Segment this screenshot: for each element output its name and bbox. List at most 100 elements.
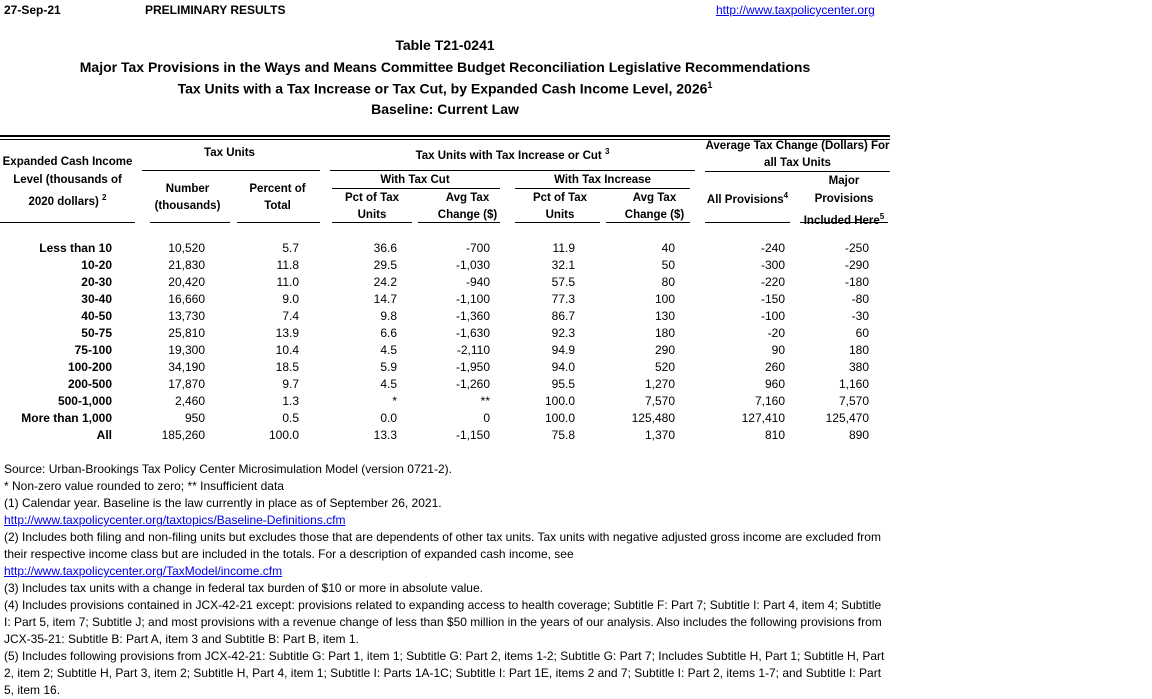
table-row: Less than 10 10,520 5.7 36.6 -700 11.9 40 -240 -…: [0, 240, 890, 257]
value-cell: 13.3: [373, 428, 397, 442]
value-cell: 40: [661, 241, 675, 255]
value-cell: 77.3: [551, 292, 575, 306]
value-cell: 94.9: [551, 343, 575, 357]
table-row: More than 1,000 950 0.5 0.0 0 100.0 125,480 127…: [0, 410, 890, 427]
value-cell: 4.5: [380, 343, 397, 357]
value-cell: 9.8: [380, 309, 397, 323]
value-cell: 19,300: [168, 343, 205, 357]
value-cell: 7.4: [282, 309, 299, 323]
value-cell: -1,360: [455, 309, 490, 323]
header-line: Avg Tax: [632, 192, 677, 204]
table-row: 30-40 16,660 9.0 14.7 -1,100 77.3 100 -150 -80: [0, 291, 890, 308]
value-cell: -100: [760, 309, 785, 323]
with-tax-cut-header: With Tax Cut: [380, 174, 450, 186]
income-level-cell: 50-75: [81, 326, 112, 340]
value-cell: 11.8: [276, 258, 299, 272]
value-cell: 2,460: [174, 394, 205, 408]
value-cell: 24.2: [373, 275, 397, 289]
value-cell: -2,110: [456, 343, 490, 357]
header-line: Avg Tax: [445, 192, 490, 204]
value-cell: 290: [654, 343, 675, 357]
value-cell: 960: [764, 377, 785, 391]
footnote-1: (1) Calendar year. Baseline is the law c…: [4, 496, 442, 510]
header-line: Included Here: [803, 214, 880, 227]
header-line: Change ($): [624, 209, 685, 221]
value-cell: -30: [851, 309, 869, 323]
source-note: Source: Urban-Brookings Tax Policy Cente…: [4, 462, 452, 476]
income-level-cell: 100-200: [67, 360, 112, 374]
value-cell: -300: [760, 258, 785, 272]
value-cell: 92.3: [551, 326, 575, 340]
income-level-cell: 40-50: [81, 309, 112, 323]
value-cell: -700: [465, 241, 490, 255]
value-cell: -80: [851, 292, 869, 306]
value-cell: 7,570: [838, 394, 869, 408]
value-cell: *: [392, 394, 397, 408]
value-cell: -1,100: [455, 292, 490, 306]
header-line: Pct of Tax: [532, 192, 588, 204]
value-cell: -290: [844, 258, 869, 272]
value-cell: 10.4: [275, 343, 299, 357]
value-cell: -1,630: [455, 326, 490, 340]
header-line: 2020 dollars): [28, 195, 99, 208]
value-cell: 0: [483, 411, 490, 425]
table-row: 100-200 34,190 18.5 5.9 -1,950 94.0 520 260 380: [0, 359, 890, 376]
value-cell: 80: [661, 275, 675, 289]
value-cell: 13.9: [275, 326, 299, 340]
value-cell: 11.0: [276, 275, 299, 289]
header-line: Number: [165, 183, 210, 195]
value-cell: 1.3: [282, 394, 299, 408]
incr-avg-header: Avg Tax Change ($): [612, 190, 697, 224]
value-cell: 890: [848, 428, 869, 442]
cut-avg-header: Avg Tax Change ($): [425, 190, 510, 224]
value-cell: 5.9: [380, 360, 397, 374]
value-cell: 950: [184, 411, 205, 425]
table-row: 75-100 19,300 10.4 4.5 -2,110 94.9 290 90 180: [0, 342, 890, 359]
value-cell: 185,260: [161, 428, 205, 442]
income-level-cell: Less than 10: [39, 241, 112, 255]
header-line: Major: [828, 175, 860, 187]
value-cell: 1,160: [838, 377, 869, 391]
baseline-definitions-link[interactable]: http://www.taxpolicycenter.org/taxtopics…: [4, 513, 346, 527]
all-provisions-header: All Provisions4: [705, 191, 790, 206]
value-cell: -1,030: [455, 258, 490, 272]
incr-pct-header: Pct of Tax Units: [520, 190, 600, 224]
income-level-cell: 75-100: [74, 343, 112, 357]
income-level-cell: 20-30: [81, 275, 112, 289]
value-cell: 125,470: [825, 411, 869, 425]
table-row: 200-500 17,870 9.7 4.5 -1,260 95.5 1,270 960 1,1…: [0, 376, 890, 393]
footnote-ref: 3: [604, 147, 610, 156]
value-cell: 260: [764, 360, 785, 374]
income-level-cell: 10-20: [81, 258, 112, 272]
col-incr-cut-header: Tax Units with Tax Increase or Cut 3: [330, 147, 695, 162]
col-tax-units-header: Tax Units: [204, 147, 255, 159]
value-cell: -1,150: [455, 428, 490, 442]
value-cell: 9.7: [282, 377, 299, 391]
footnote-4: (4) Includes provisions contained in JCX…: [4, 598, 882, 646]
value-cell: 810: [764, 428, 785, 442]
value-cell: -250: [844, 241, 869, 255]
status-label: PRELIMINARY RESULTS: [145, 3, 286, 17]
value-cell: 125,480: [631, 411, 675, 425]
income-definition-link[interactable]: http://www.taxpolicycenter.org/TaxModel/…: [4, 564, 283, 578]
table-subtitle: Tax Units with a Tax Increase or Tax Cut…: [0, 80, 890, 97]
header-line: (thousands): [154, 200, 221, 212]
value-cell: 50: [661, 258, 675, 272]
value-cell: -180: [844, 275, 869, 289]
header-line: Total: [264, 200, 291, 212]
value-cell: 86.7: [551, 309, 575, 323]
value-cell: 60: [855, 326, 869, 340]
col-income-header: Expanded Cash Income Level (thousands of…: [0, 153, 135, 211]
table-id: Table T21-0241: [395, 37, 495, 53]
header-line: Units: [357, 209, 387, 221]
header-line: Average Tax Change (Dollars) For: [705, 140, 890, 152]
value-cell: -150: [760, 292, 785, 306]
value-cell: 16,660: [168, 292, 205, 306]
value-cell: -1,260: [455, 377, 490, 391]
value-cell: 100.0: [544, 394, 575, 408]
tpc-link[interactable]: http://www.taxpolicycenter.org: [716, 3, 875, 17]
value-cell: **: [480, 394, 490, 408]
col-percent-header: Percent of Total: [235, 181, 320, 215]
value-cell: 94.0: [551, 360, 575, 374]
